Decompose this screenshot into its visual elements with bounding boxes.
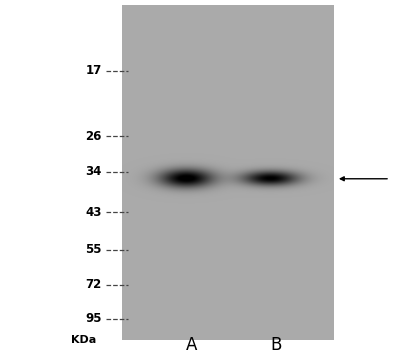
Text: 17: 17 (86, 64, 102, 77)
Text: 72: 72 (86, 279, 102, 291)
Text: 34: 34 (86, 165, 102, 178)
Text: A: A (186, 336, 198, 354)
Text: KDa: KDa (71, 335, 96, 345)
Bar (122, 5, 334, 340)
Text: 95: 95 (86, 312, 102, 325)
Text: B: B (270, 336, 282, 354)
Text: 55: 55 (86, 243, 102, 256)
Text: 26: 26 (86, 130, 102, 143)
Text: 43: 43 (86, 206, 102, 219)
